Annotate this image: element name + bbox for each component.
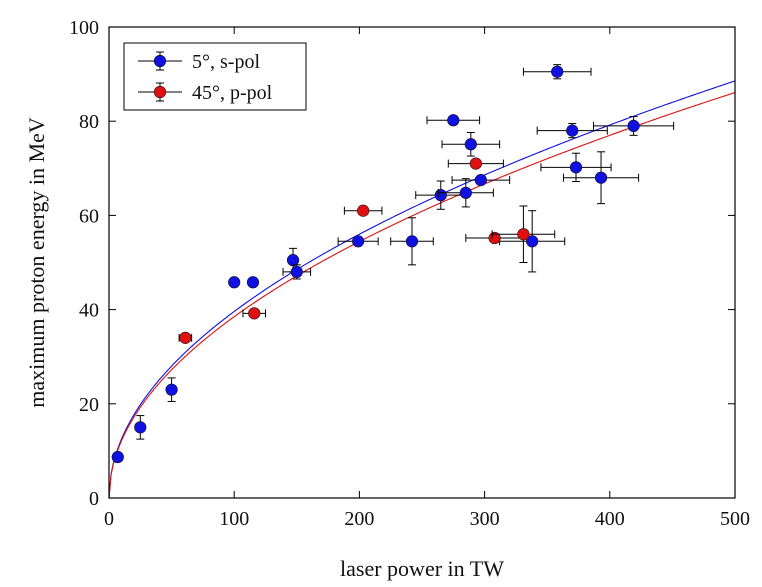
data-point-group — [228, 276, 241, 289]
data-point — [566, 124, 579, 137]
y-tick-label: 40 — [79, 300, 99, 322]
data-point — [286, 254, 300, 267]
data-point-group — [437, 178, 494, 208]
data-point-group — [441, 132, 501, 157]
y-tick-label: 0 — [89, 488, 99, 510]
data-point — [464, 138, 477, 151]
data-point-group — [242, 307, 266, 320]
data-point — [447, 114, 460, 127]
legend-marker — [153, 54, 167, 68]
data-point-group — [593, 115, 675, 136]
data-point-group — [540, 152, 612, 182]
data-point-group — [246, 276, 260, 289]
data-point — [179, 331, 192, 344]
data-point — [594, 171, 608, 184]
data-point-group — [491, 205, 556, 263]
y-tick-label: 80 — [79, 111, 99, 133]
y-axis-label: maximum proton energy in MeV — [24, 117, 49, 408]
x-tick-label: 200 — [344, 508, 374, 530]
legend-item: 45°, p-pol — [138, 82, 273, 104]
legend-label: 45°, p-pol — [192, 82, 273, 104]
fit-curves — [108, 80, 736, 499]
data-point-group — [390, 217, 434, 266]
data-point — [459, 186, 472, 199]
fit-curve — [108, 80, 736, 499]
data-point-group — [343, 204, 383, 217]
x-tick-label: 100 — [219, 508, 249, 530]
x-tick-label: 400 — [595, 508, 625, 530]
legend-box — [123, 42, 307, 111]
legend-marker — [153, 85, 167, 99]
x-axis-label: laser power in TW — [340, 556, 504, 581]
fit-curve — [108, 91, 736, 499]
data-points — [111, 64, 675, 464]
data-point — [551, 65, 564, 78]
data-point — [246, 276, 260, 289]
data-point — [434, 189, 447, 202]
axis-ticks: 0 100 200 300 400 500 0 20 40 60 80 100 — [69, 17, 750, 530]
data-point-group — [536, 123, 608, 139]
data-point — [165, 383, 178, 396]
y-tick-label: 100 — [69, 17, 99, 39]
data-point-group — [165, 377, 178, 402]
x-tick-label: 0 — [104, 508, 114, 530]
data-point — [469, 157, 482, 170]
y-tick-label: 20 — [79, 394, 99, 416]
data-point-group — [337, 235, 379, 248]
data-point — [134, 421, 147, 434]
legend: 5°, s-pol 45°, p-pol — [123, 42, 307, 111]
data-point — [474, 173, 487, 187]
data-point-group — [415, 180, 467, 210]
data-point — [569, 161, 583, 174]
data-point-group — [111, 450, 124, 464]
data-point — [526, 235, 539, 248]
data-point — [228, 276, 241, 289]
data-point-group — [282, 264, 312, 280]
data-point-group — [522, 64, 592, 80]
data-point — [357, 204, 370, 217]
data-point-group — [426, 114, 481, 127]
data-point-group — [451, 173, 511, 187]
legend-label: 5°, s-pol — [192, 51, 260, 73]
data-point-group — [134, 415, 147, 440]
data-point-group — [562, 151, 640, 205]
data-point — [405, 235, 419, 248]
data-point-group — [499, 210, 566, 273]
data-point — [517, 228, 530, 241]
data-point — [248, 307, 261, 320]
data-point — [111, 450, 124, 464]
plot-frame — [108, 26, 736, 499]
x-tick-label: 500 — [720, 508, 750, 530]
data-point-group — [447, 157, 504, 170]
y-tick-label: 60 — [79, 205, 99, 227]
data-point — [627, 119, 640, 133]
data-point — [352, 235, 365, 248]
legend-item: 5°, s-pol — [138, 51, 260, 73]
data-point-group — [178, 331, 193, 344]
x-tick-label: 300 — [470, 508, 500, 530]
data-point — [290, 265, 303, 279]
